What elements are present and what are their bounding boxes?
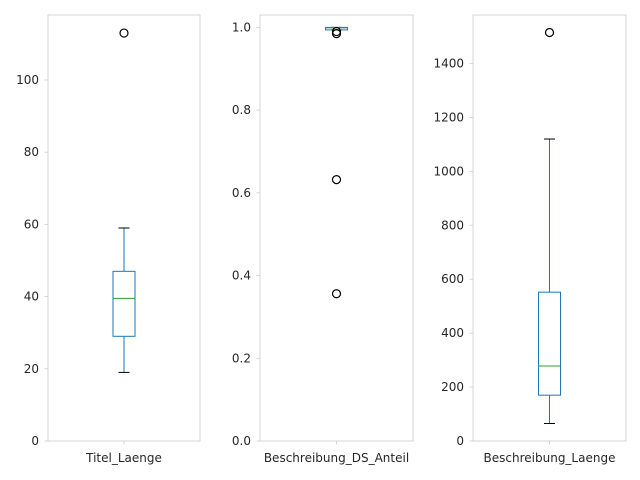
y-tick-label: 0: [31, 434, 39, 448]
y-tick-label: 60: [24, 217, 39, 231]
y-tick-label: 1000: [433, 164, 464, 178]
y-tick-label: 0.2: [232, 351, 251, 365]
y-tick-label: 100: [16, 73, 39, 87]
outlier-point: [331, 175, 342, 185]
y-tick-label: 0: [456, 434, 464, 448]
y-tick-label: 20: [24, 362, 39, 376]
outlier-point: [331, 29, 342, 39]
outlier-point: [544, 27, 555, 38]
outlier-point: [331, 289, 342, 299]
y-tick-label: 1400: [433, 57, 464, 71]
y-tick-label: 600: [441, 272, 464, 286]
x-category-label: Titel_Laenge: [85, 451, 162, 465]
y-tick-label: 200: [441, 380, 464, 394]
y-tick-label: 0.0: [232, 434, 251, 448]
iqr-box: [112, 270, 136, 337]
plot-frame: [259, 14, 414, 442]
x-category-label: Beschreibung_Laenge: [484, 451, 616, 465]
y-tick-label: 80: [24, 145, 39, 159]
beschreibung-ds-anteil-boxplot-panel: 0.0 0.2 0.4 0.6 0.8 1.0 Beschreibung_DS_Anteil: [232, 14, 414, 465]
beschreibung-laenge-boxplot-panel: 0 200 400 600 800 1000 1200 1400 Beschreibung_La…: [433, 14, 627, 465]
y-tick-label: 0.6: [232, 186, 251, 200]
outlier-point: [119, 28, 129, 38]
iqr-box: [538, 291, 561, 396]
y-tick-label: 0.4: [232, 269, 251, 283]
titel-laenge-boxplot-panel: 0 20 40 60 80 100 Titel_Laenge: [16, 14, 201, 465]
y-tick-label: 1.0: [232, 20, 251, 34]
x-category-label: Beschreibung_DS_Anteil: [264, 451, 409, 465]
y-tick-label: 1200: [433, 110, 464, 124]
y-tick-label: 400: [441, 326, 464, 340]
y-tick-label: 0.8: [232, 103, 251, 117]
y-tick-label: 40: [24, 290, 39, 304]
y-tick-label: 800: [441, 218, 464, 232]
